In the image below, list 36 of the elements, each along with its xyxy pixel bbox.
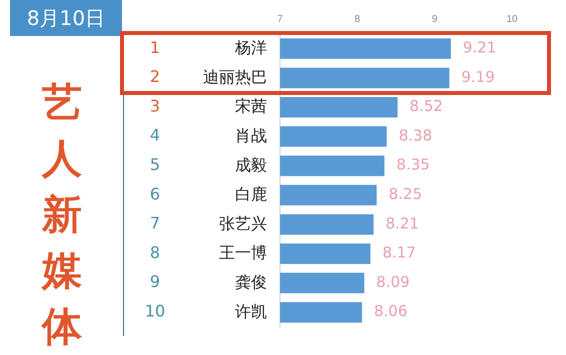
data-label: 8.25 [388, 185, 422, 204]
text: 8 [150, 242, 160, 262]
y-tick-label: 白鹿 [235, 186, 267, 204]
y-tick-label: 许凯 [235, 302, 267, 321]
data-label: 8.38 [398, 126, 432, 144]
y-tick-label: 宋茜 [235, 98, 267, 116]
text: 2 [150, 67, 160, 86]
y-tick-label: 迪丽热巴 [203, 68, 267, 86]
data-label: 8.17 [382, 244, 416, 262]
data-label: 8.52 [410, 97, 443, 116]
text: 1 [150, 38, 160, 57]
y-tick-label: 成毅 [235, 156, 267, 174]
data-label: 9.21 [462, 38, 496, 57]
text: 10 [144, 302, 166, 321]
text: 9 [150, 272, 160, 292]
x-tick-label: 10 [506, 14, 518, 25]
x-tick-label: 8 [354, 14, 361, 25]
text: 4 [150, 126, 160, 145]
data-label: 9.19 [461, 68, 495, 86]
data-label: 8.35 [396, 156, 430, 174]
text: 8月10日 [10, 0, 122, 36]
text: 6 [150, 184, 160, 204]
y-tick-label: 王一博 [219, 244, 267, 262]
y-tick-label: 龚俊 [235, 273, 267, 292]
y-tick-label: 肖战 [235, 126, 267, 145]
data-label: 8.21 [386, 214, 419, 232]
text: 5 [150, 155, 160, 174]
text: 3 [150, 96, 160, 116]
data-label: 8.06 [374, 302, 408, 320]
text: 艺人新媒体 [40, 79, 83, 352]
x-tick-label: 9 [432, 14, 438, 25]
y-tick-label: 张艺兴 [219, 214, 267, 233]
text: 7 [150, 214, 160, 233]
data-label: 8.09 [376, 272, 410, 291]
x-tick-label: 7 [277, 14, 284, 25]
y-tick-label: 杨洋 [234, 40, 267, 58]
